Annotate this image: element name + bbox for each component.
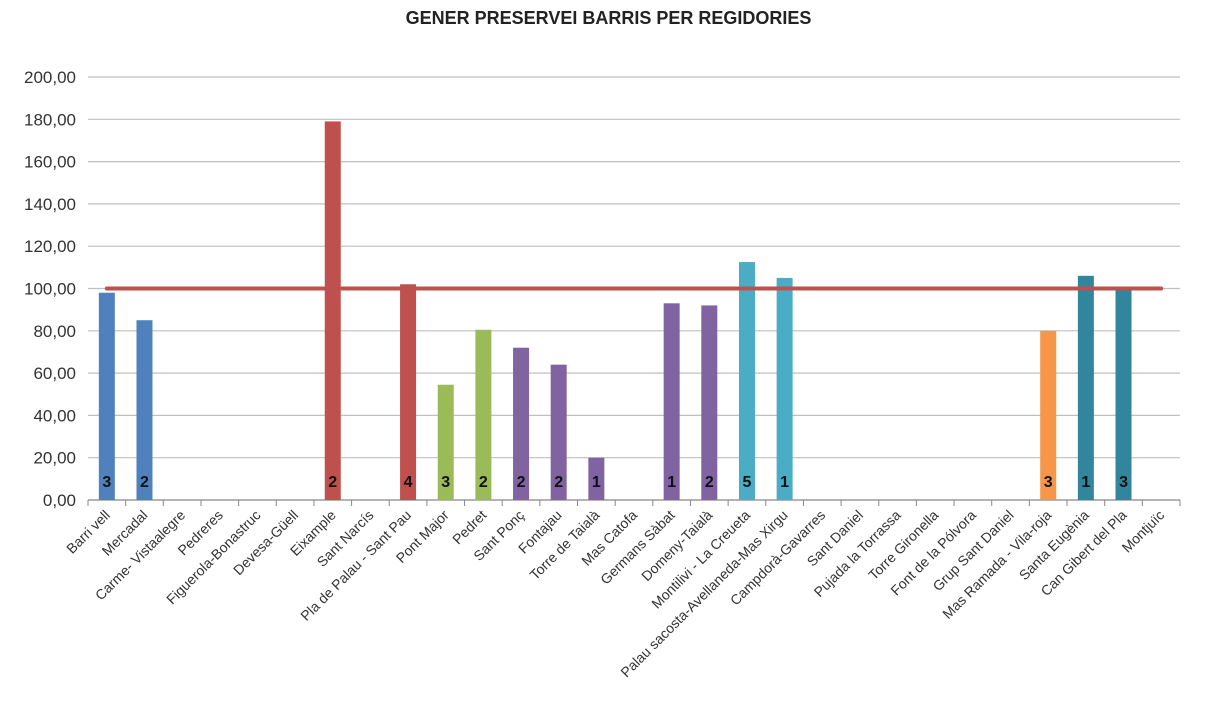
data-label: 2 — [140, 474, 149, 491]
bar — [513, 347, 530, 500]
bar — [1077, 275, 1094, 500]
data-label: 5 — [743, 474, 752, 491]
bar — [324, 121, 341, 500]
y-tick-label: 200,00 — [24, 68, 76, 87]
gridlines — [88, 76, 1180, 501]
y-tick-label: 40,00 — [33, 406, 76, 425]
y-tick-label: 140,00 — [24, 195, 76, 214]
y-tick-label: 0,00 — [43, 491, 76, 510]
bar — [475, 329, 492, 500]
data-label: 1 — [1081, 474, 1090, 491]
bar — [701, 305, 718, 500]
y-axis-ticks: 0,00 20,00 40,00 60,00 80,00 100,00 120,00 140,… — [24, 68, 76, 510]
bar — [400, 284, 417, 500]
data-label: 2 — [554, 474, 563, 491]
bar — [1040, 330, 1057, 500]
data-label: 1 — [667, 474, 676, 491]
y-tick-label: 120,00 — [24, 237, 76, 256]
bar — [663, 303, 680, 500]
bar — [550, 364, 567, 500]
y-tick-label: 80,00 — [33, 322, 76, 341]
data-labels: 3 2 2 4 3 2 2 2 1 1 2 5 1 3 1 3 — [102, 474, 1128, 491]
data-label: 4 — [404, 474, 413, 491]
data-label: 2 — [328, 474, 337, 491]
data-label: 3 — [1119, 474, 1128, 491]
data-label: 3 — [1044, 474, 1053, 491]
x-tick-label: Montjuïc — [1119, 507, 1168, 556]
data-label: 1 — [592, 474, 601, 491]
bar — [776, 277, 793, 500]
data-label: 2 — [517, 474, 526, 491]
bar — [136, 320, 153, 500]
y-tick-label: 60,00 — [33, 364, 76, 383]
y-tick-label: 100,00 — [24, 280, 76, 299]
data-label: 2 — [705, 474, 714, 491]
data-label: 3 — [441, 474, 450, 491]
data-label: 2 — [479, 474, 488, 491]
bar — [437, 384, 454, 500]
y-tick-label: 20,00 — [33, 449, 76, 468]
y-tick-label: 180,00 — [24, 110, 76, 129]
data-label: 1 — [780, 474, 789, 491]
bar — [1115, 288, 1132, 500]
bar — [588, 457, 605, 500]
data-label: 3 — [102, 474, 111, 491]
chart-title: GENER PRESERVEI BARRIS PER REGIDORIES — [405, 8, 812, 28]
bar — [98, 292, 115, 500]
bar — [738, 262, 755, 500]
y-tick-label: 160,00 — [24, 153, 76, 172]
bars — [98, 121, 1132, 500]
